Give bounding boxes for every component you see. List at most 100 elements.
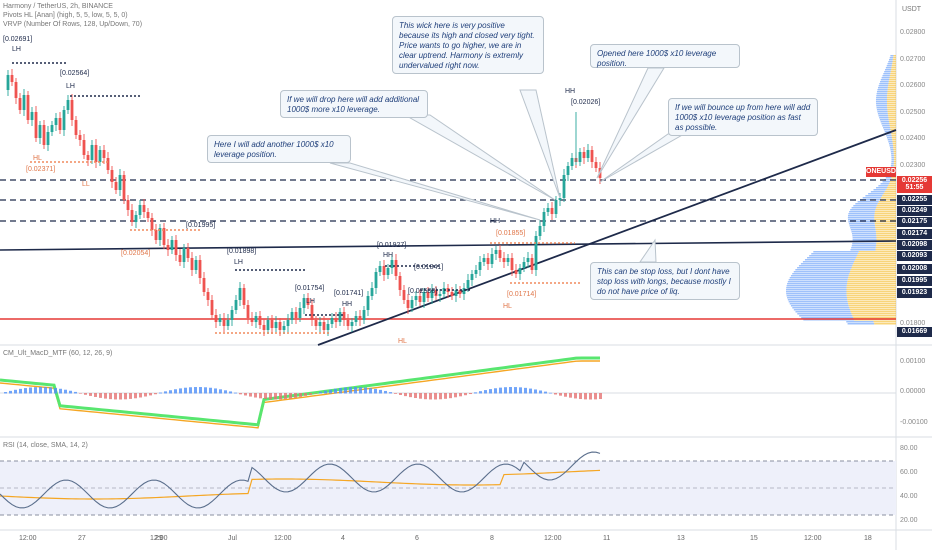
- price-badge[interactable]: ONEUSDT: [866, 167, 901, 177]
- price-badge[interactable]: 0.02174: [897, 229, 932, 239]
- macd-histogram-bar: [544, 391, 547, 394]
- vrvp-bar-up: [846, 285, 896, 287]
- vrvp-bar-up: [848, 277, 896, 279]
- macd-histogram-bar: [184, 387, 187, 394]
- vrvp-bar-down: [878, 85, 889, 87]
- candle: [306, 293, 310, 309]
- candle: [130, 204, 134, 226]
- price-badge[interactable]: 0.01995: [897, 276, 932, 286]
- vrvp-bar-up: [892, 59, 896, 61]
- vrvp-bar-up: [887, 93, 896, 95]
- pivot-label: [0.01754]: [295, 285, 325, 292]
- vrvp-bar-down: [877, 113, 888, 115]
- note-drop-add[interactable]: If we will drop here will add additional…: [280, 90, 428, 118]
- price-badge[interactable]: 0.02175: [897, 217, 932, 227]
- vrvp-bar-down: [881, 123, 890, 125]
- macd-histogram-bar: [9, 390, 12, 394]
- candle: [94, 139, 98, 168]
- price-badge[interactable]: 51:55: [897, 183, 932, 193]
- macd-histogram-bar: [549, 392, 552, 394]
- candle: [218, 314, 222, 326]
- vrvp-bar-down: [889, 59, 893, 61]
- macd-title[interactable]: CM_Ult_MacD_MTF (60, 12, 26, 9): [3, 350, 113, 357]
- pivot-label: [0.01995]: [186, 222, 216, 229]
- candle: [482, 254, 486, 266]
- candle: [266, 316, 270, 334]
- macd-histogram-bar: [134, 393, 137, 399]
- vrvp-bar-down: [848, 221, 875, 223]
- candle: [594, 157, 598, 172]
- note-add-another[interactable]: Here I will add another 1000$ x10 levera…: [207, 135, 351, 163]
- vrvp-bar-down: [786, 289, 847, 291]
- note-wick[interactable]: This wick here is very positive because …: [392, 16, 544, 74]
- vrvp-bar-up: [889, 123, 896, 125]
- pivot-label: [0.02371]: [26, 166, 56, 173]
- vrvp-bar-down: [852, 243, 877, 245]
- vrvp-bar-down: [876, 109, 888, 111]
- price-badge[interactable]: 0.01923: [897, 288, 932, 298]
- candle: [134, 211, 138, 228]
- candle: [542, 208, 546, 232]
- candle: [458, 286, 462, 298]
- vrvp-bar-down: [786, 291, 847, 293]
- candle: [114, 177, 118, 194]
- price-badge[interactable]: 0.02249: [897, 206, 932, 216]
- macd-histogram-bar: [19, 388, 22, 394]
- candle: [222, 313, 226, 332]
- vrvp-bar-down: [882, 181, 890, 183]
- vrvp-bar-down: [847, 323, 875, 325]
- vrvp-bar-up: [849, 307, 896, 309]
- candle: [406, 294, 410, 314]
- vrvp-bar-down: [862, 197, 882, 199]
- macd-histogram-bar: [69, 390, 72, 394]
- vrvp-bar-down: [891, 159, 894, 161]
- candle: [206, 288, 210, 306]
- horizontal-support-line[interactable]: [0, 240, 897, 251]
- time-tick-label: 4: [341, 535, 345, 542]
- candle: [522, 257, 526, 272]
- vrvp-bar-up: [846, 295, 896, 297]
- vrvp-bar-up: [876, 235, 896, 237]
- macd-histogram-bar: [149, 393, 152, 396]
- price-badge[interactable]: 0.02255: [897, 195, 932, 205]
- candle: [14, 78, 18, 104]
- price-badge[interactable]: 0.02093: [897, 251, 932, 261]
- vrvp-bar-up: [891, 137, 896, 139]
- note-bounce-add[interactable]: If we will bounce up from here will add …: [668, 98, 818, 136]
- trendline-ascending[interactable]: [317, 129, 897, 346]
- candle: [350, 318, 354, 332]
- pivot-label: HL: [503, 303, 512, 310]
- candle: [170, 236, 174, 254]
- price-badge[interactable]: 0.01669: [897, 327, 932, 337]
- candle: [122, 171, 126, 204]
- vrvp-bar-down: [851, 233, 877, 235]
- vrvp-bar-down: [852, 235, 877, 237]
- macd-histogram-bar: [24, 388, 27, 394]
- vrvp-bar-up: [886, 101, 896, 103]
- macd-histogram-bar: [499, 387, 502, 394]
- vrvp-bar-down: [798, 265, 853, 267]
- price-badge[interactable]: 0.02098: [897, 240, 932, 250]
- macd-histogram-bar: [284, 393, 287, 400]
- vrvp-bar-down: [853, 205, 877, 207]
- vrvp-bar-down: [884, 179, 891, 181]
- vrvp-indicator-label[interactable]: VRVP (Number Of Rows, 128, Up/Down, 70): [3, 21, 143, 28]
- candle: [370, 282, 374, 300]
- vrvp-bar-up: [855, 257, 896, 259]
- candle: [230, 306, 234, 326]
- currency-label: USDT: [902, 6, 922, 13]
- vrvp-bar-up: [893, 155, 896, 157]
- rsi-title[interactable]: RSI (14, close, SMA, 14, 2): [3, 442, 88, 449]
- price-badge[interactable]: 0.02256: [897, 176, 932, 186]
- candle: [214, 309, 218, 328]
- pivots-indicator-label[interactable]: Pivots HL [Anan] (high, 5, 5, low, 5, 5,…: [3, 12, 128, 19]
- macd-histogram-bar: [49, 387, 52, 394]
- note-stop-loss[interactable]: This can be stop loss, but I dont have s…: [590, 262, 740, 300]
- vrvp-bar-down: [877, 89, 888, 91]
- vrvp-bar-down: [786, 293, 847, 295]
- note-opened-position[interactable]: Opened here 1000$ x10 leverage position.: [590, 44, 740, 68]
- vrvp-bar-up: [857, 253, 896, 255]
- vrvp-bar-up: [875, 247, 896, 249]
- price-badge[interactable]: 0.02008: [897, 264, 932, 274]
